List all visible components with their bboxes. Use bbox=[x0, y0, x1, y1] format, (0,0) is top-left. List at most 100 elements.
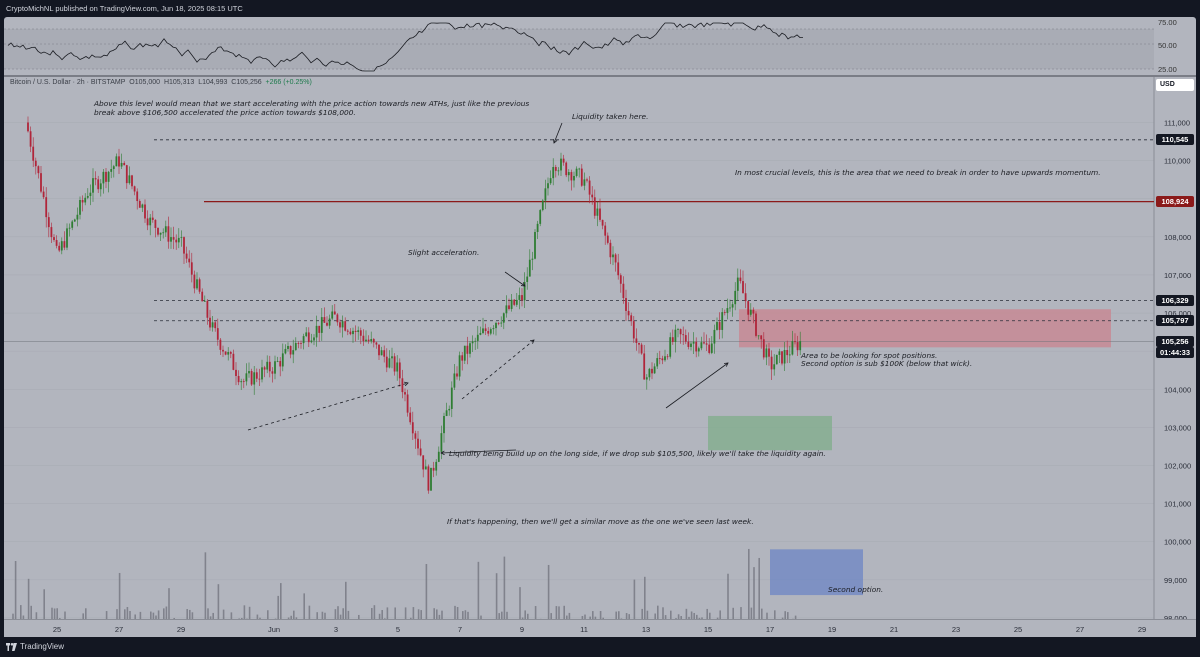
candle-bear bbox=[419, 448, 422, 456]
liquidity-taken-note: Liquidity taken here. bbox=[572, 112, 649, 121]
volume-bar bbox=[753, 567, 755, 637]
candle-bear bbox=[289, 345, 292, 355]
candle-bull bbox=[471, 341, 474, 344]
candle-bull bbox=[177, 237, 180, 243]
candle-bull bbox=[388, 358, 391, 368]
time-tick-label: 29 bbox=[1137, 625, 1147, 634]
arrow-head bbox=[553, 138, 558, 144]
candle-bull bbox=[180, 237, 183, 238]
candle-bull bbox=[196, 279, 198, 289]
price-chart[interactable]: 111,000110,000109,000108,000107,000106,0… bbox=[4, 77, 1196, 637]
rsi-tick-25: 25.00 bbox=[1158, 65, 1177, 74]
currency-selector[interactable]: USD bbox=[1156, 79, 1194, 91]
volume-bar bbox=[303, 593, 305, 637]
candle-bear bbox=[638, 342, 640, 345]
candle-bear bbox=[242, 381, 245, 383]
volume-bar bbox=[118, 572, 121, 637]
candle-bear bbox=[198, 279, 201, 292]
candle-bear bbox=[144, 204, 146, 219]
candle-bear bbox=[336, 314, 339, 323]
price-tag: 105,797 bbox=[1156, 315, 1194, 327]
candle-bear bbox=[383, 350, 386, 357]
candle-bear bbox=[554, 167, 557, 171]
rsi-scale[interactable]: 75.00 50.00 25.00 bbox=[1154, 17, 1196, 75]
candle-bear bbox=[271, 371, 274, 374]
slight-acceleration-note: Slight acceleration. bbox=[408, 248, 480, 257]
tradingview-logo-icon bbox=[6, 643, 17, 651]
candle-bear bbox=[131, 175, 133, 187]
candle-bear bbox=[614, 254, 617, 263]
candle-bear bbox=[255, 372, 258, 379]
time-tick-label: 29 bbox=[176, 625, 186, 634]
candle-bull bbox=[227, 352, 230, 355]
legend-low: L104,993 bbox=[198, 79, 228, 86]
candle-bull bbox=[248, 371, 250, 374]
volume-bar bbox=[14, 561, 17, 637]
second-option-note: Second option. bbox=[828, 585, 884, 594]
volume-bar bbox=[168, 588, 170, 637]
candle-bull bbox=[736, 277, 739, 291]
candle-bull bbox=[66, 228, 68, 248]
candle-bull bbox=[749, 309, 752, 315]
candle-bear bbox=[760, 335, 763, 340]
price-tag: 105,256 bbox=[1156, 335, 1194, 347]
candle-bear bbox=[627, 310, 630, 316]
candle-bull bbox=[469, 343, 471, 354]
volume-bar bbox=[217, 584, 220, 637]
candle-bear bbox=[682, 334, 685, 336]
candle-bull bbox=[370, 339, 373, 342]
candle-bull bbox=[583, 179, 586, 186]
publisher-line: CryptoMichNL published on TradingView.co… bbox=[6, 4, 243, 13]
price-tick-label: 103,000 bbox=[1164, 423, 1191, 432]
candle-bull bbox=[669, 337, 672, 357]
candle-bull bbox=[463, 345, 466, 361]
candle-bull bbox=[775, 354, 778, 365]
time-axis[interactable]: 25 27 29 Jun 3 5 7 9 11 13 15 17 19 21 23 25 27 29 bbox=[4, 619, 1196, 638]
zone-second-option bbox=[770, 549, 863, 596]
candle-bull bbox=[799, 341, 802, 351]
candle-bear bbox=[34, 160, 37, 167]
candle-bear bbox=[193, 274, 196, 289]
candle-bear bbox=[497, 322, 500, 324]
candle-bear bbox=[409, 412, 412, 423]
candle-bear bbox=[593, 197, 596, 216]
time-tick-label: 27 bbox=[114, 625, 124, 634]
arrow-head bbox=[520, 282, 526, 287]
candle-bull bbox=[697, 348, 700, 352]
volume-bar bbox=[644, 576, 646, 637]
candle-bull bbox=[159, 232, 162, 235]
candle-bull bbox=[380, 350, 383, 356]
candle-bull bbox=[575, 168, 578, 176]
candle-bear bbox=[206, 300, 209, 318]
volume-bar bbox=[277, 595, 279, 637]
rsi-panel[interactable] bbox=[4, 17, 1154, 75]
candle-bear bbox=[609, 242, 612, 258]
candle-bull bbox=[450, 387, 453, 409]
candle-bull bbox=[734, 290, 737, 305]
candle-bear bbox=[318, 325, 321, 333]
candle-bear bbox=[349, 331, 352, 335]
candle-bear bbox=[133, 186, 136, 192]
volume-bar bbox=[519, 587, 521, 637]
arrow-head bbox=[440, 450, 445, 456]
candle-bear bbox=[404, 392, 406, 395]
chart-frame[interactable]: 75.00 50.00 25.00 111,000110,000109,0001… bbox=[4, 17, 1196, 637]
rsi-band bbox=[4, 29, 1154, 69]
candle-bull bbox=[274, 361, 276, 374]
candle-bear bbox=[29, 131, 32, 147]
candle-bull bbox=[71, 221, 74, 228]
candle-bear bbox=[744, 293, 747, 302]
candle-bear bbox=[55, 240, 58, 246]
candle-bear bbox=[37, 166, 40, 174]
candle-bull bbox=[502, 313, 505, 323]
volume-bar bbox=[547, 564, 550, 637]
candle-bear bbox=[622, 283, 625, 299]
candle-bear bbox=[739, 277, 742, 282]
candle-bull bbox=[92, 178, 94, 193]
candle-bull bbox=[424, 466, 427, 470]
candle-bull bbox=[164, 226, 167, 233]
candle-bear bbox=[508, 305, 510, 309]
panel-separator[interactable] bbox=[4, 75, 1196, 77]
candle-bull bbox=[141, 204, 144, 208]
footer-bar: TradingView bbox=[0, 637, 1200, 657]
